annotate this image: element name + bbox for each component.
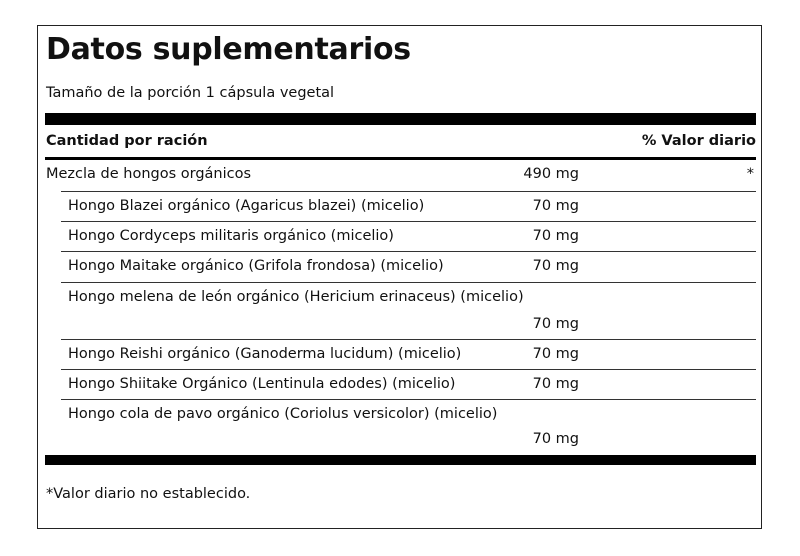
nutrient-name: Mezcla de hongos orgánicos bbox=[46, 166, 252, 182]
nutrient-amount: 490 mg bbox=[523, 166, 579, 182]
nutrient-amount: 70 mg bbox=[532, 376, 579, 392]
row-divider bbox=[61, 399, 756, 400]
row-divider bbox=[61, 191, 756, 192]
nutrient-row: Hongo Maitake orgánico (Grifola frondosa… bbox=[45, 252, 756, 283]
nutrient-row: Hongo Blazei orgánico (Agaricus blazei) … bbox=[45, 192, 756, 222]
supplement-facts-panel: Datos suplementarios Tamaño de la porció… bbox=[37, 25, 762, 529]
daily-value: * bbox=[746, 166, 754, 182]
nutrient-name: Hongo melena de león orgánico (Hericium … bbox=[68, 289, 524, 305]
nutrient-row: Hongo Reishi orgánico (Ganoderma lucidum… bbox=[45, 340, 756, 370]
nutrient-amount: 70 mg bbox=[532, 346, 579, 362]
column-header: % Valor diario bbox=[641, 133, 756, 149]
row-divider bbox=[61, 339, 756, 340]
column-header: Cantidad por ración bbox=[46, 133, 208, 149]
row-divider bbox=[61, 369, 756, 370]
thick-bar bbox=[45, 455, 756, 465]
row-divider bbox=[61, 282, 756, 283]
nutrient-amount: 70 mg bbox=[532, 431, 579, 447]
nutrient-row: Hongo melena de león orgánico (Hericium … bbox=[45, 283, 756, 340]
nutrient-name: Hongo Shiitake Orgánico (Lentinula edode… bbox=[68, 376, 456, 392]
nutrient-row: Hongo cola de pavo orgánico (Coriolus ve… bbox=[45, 400, 756, 455]
nutrient-amount: 70 mg bbox=[532, 316, 579, 332]
nutrient-name: Hongo Blazei orgánico (Agaricus blazei) … bbox=[68, 198, 425, 214]
nutrient-row: Mezcla de hongos orgánicos 490 mg * bbox=[45, 160, 756, 192]
nutrient-name: Hongo Maitake orgánico (Grifola frondosa… bbox=[68, 258, 444, 274]
nutrient-name: Hongo Cordyceps militaris orgánico (mice… bbox=[68, 228, 394, 244]
nutrient-row: Hongo Cordyceps militaris orgánico (mice… bbox=[45, 222, 756, 252]
footnote: *Valor diario no establecido. bbox=[46, 486, 251, 502]
title: Datos suplementarios bbox=[46, 32, 411, 67]
nutrient-amount: 70 mg bbox=[532, 228, 579, 244]
serving-size: Tamaño de la porción 1 cápsula vegetal bbox=[46, 85, 335, 101]
row-divider bbox=[61, 251, 756, 252]
medium-bar bbox=[45, 157, 756, 160]
nutrient-name: Hongo cola de pavo orgánico (Coriolus ve… bbox=[68, 406, 498, 422]
thick-bar bbox=[45, 113, 756, 125]
row-divider bbox=[61, 221, 756, 222]
nutrient-name: Hongo Reishi orgánico (Ganoderma lucidum… bbox=[68, 346, 462, 362]
nutrient-amount: 70 mg bbox=[532, 198, 579, 214]
nutrient-amount: 70 mg bbox=[532, 258, 579, 274]
nutrient-row: Hongo Shiitake Orgánico (Lentinula edode… bbox=[45, 370, 756, 400]
